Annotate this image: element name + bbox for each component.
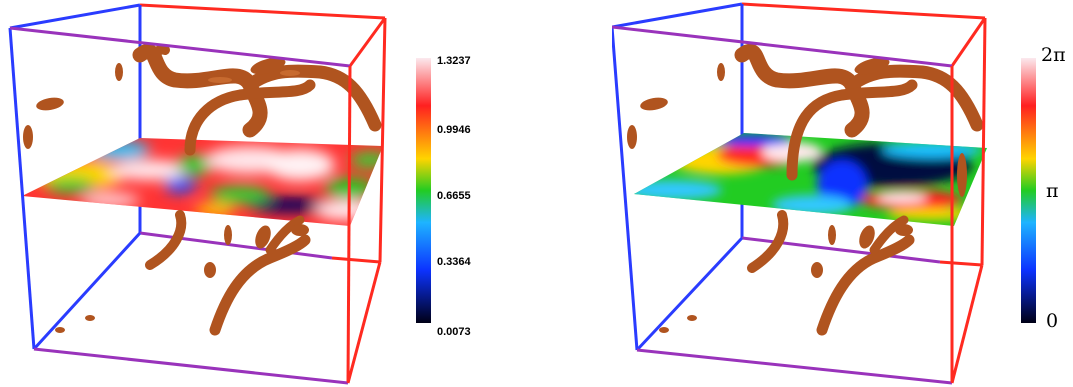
colorbar-tick-label: 2π (1041, 44, 1066, 66)
colorbar-tick-label: 1.3237 (437, 55, 471, 67)
phase-3d-scene (612, 2, 1036, 385)
colorbar-tick-label: 0 (1046, 310, 1059, 332)
amplitude-slice (22, 138, 383, 226)
cube-front-edges (8, 17, 387, 385)
vortex-blobs (627, 57, 967, 333)
colorbar-tick-label: 0.0073 (437, 326, 471, 338)
vortex-blobs (23, 57, 309, 333)
amplitude-panel: 1.3237 0.9946 0.6655 0.3364 0.0073 (0, 0, 536, 387)
colorbar-tick-label: 0.6655 (437, 190, 471, 202)
amplitude-colorbar (416, 58, 431, 323)
phase-colorbar (1021, 58, 1036, 323)
amplitude-3d-scene (8, 3, 431, 385)
colorbar-tick-label: 0.3364 (437, 256, 471, 268)
colorbar-tick-label: 0.9946 (437, 124, 471, 136)
cube-front-edges (612, 17, 987, 385)
vortex-tubes (734, 43, 984, 336)
phase-panel: 2π π 0 (612, 0, 1073, 387)
colorbar-tick-label: π (1046, 180, 1059, 202)
tube-highlights (208, 70, 300, 83)
